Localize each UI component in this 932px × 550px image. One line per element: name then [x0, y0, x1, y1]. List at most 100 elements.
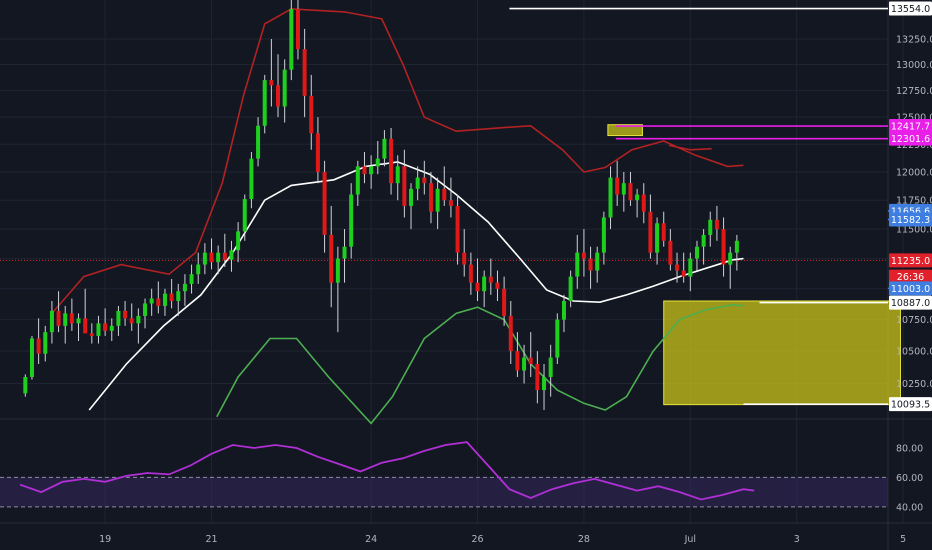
- candle-body: [123, 310, 128, 319]
- candle-body: [568, 276, 573, 301]
- price-tag: [889, 253, 932, 268]
- candle-body: [355, 166, 360, 195]
- candle-body: [402, 166, 407, 206]
- candle-body: [641, 194, 646, 212]
- highlight-zone: [663, 300, 901, 406]
- time-axis: 1921242628Jul3581012: [99, 534, 906, 545]
- candle-body: [56, 310, 61, 326]
- candle-body: [648, 211, 653, 253]
- candle-body: [109, 325, 114, 331]
- price-tag-label: 10887.0: [891, 298, 930, 309]
- rsi-tick-label: 80.00: [896, 443, 923, 454]
- candle-body: [176, 291, 181, 301]
- candle-body: [216, 252, 221, 263]
- candle-body: [595, 252, 600, 271]
- candle-body: [415, 177, 420, 189]
- candle-body: [69, 313, 74, 324]
- rsi-pane: [0, 441, 888, 508]
- candle-body: [462, 252, 467, 265]
- candle-body: [295, 8, 300, 50]
- candle-body: [694, 246, 699, 259]
- candle-body: [309, 95, 314, 134]
- bollinger-upper-line: [51, 8, 744, 314]
- price-tag: [889, 295, 932, 310]
- candle-body: [468, 264, 473, 283]
- candle-body: [588, 258, 593, 271]
- y-tick-label: 11500.0: [896, 225, 932, 236]
- candle-body: [242, 199, 247, 232]
- horizontal-levels: [0, 7, 914, 405]
- candle-body: [442, 188, 447, 201]
- candle-body: [209, 252, 214, 263]
- candle-body: [116, 310, 121, 326]
- candle-body: [329, 234, 334, 283]
- price-tag-label: 11656.6: [891, 206, 930, 217]
- y-tick-label: 10500.0: [896, 347, 932, 358]
- candle-body: [23, 376, 28, 394]
- candle-body: [615, 177, 620, 195]
- candle-body: [601, 217, 606, 253]
- candle-body: [136, 315, 141, 324]
- candle-body: [495, 282, 500, 289]
- price-tag: [889, 1, 932, 16]
- rsi-band: [0, 477, 888, 507]
- price-tag: [889, 397, 932, 412]
- candle-body: [675, 264, 680, 271]
- candle-body: [369, 166, 374, 175]
- candle-body: [535, 364, 540, 391]
- candle-body: [143, 303, 148, 316]
- candle-body: [661, 223, 666, 241]
- candle-body: [502, 288, 507, 316]
- candle-body: [561, 300, 566, 320]
- candle-body: [422, 177, 427, 184]
- candle-body: [455, 205, 460, 253]
- candle-body: [96, 323, 101, 336]
- price-tag-label: 12301.6: [891, 134, 930, 145]
- x-tick-label: 28: [578, 534, 590, 545]
- candle-body: [508, 315, 513, 352]
- candle-body: [222, 252, 227, 260]
- candle-body: [475, 282, 480, 292]
- candle-body: [302, 49, 307, 96]
- price-tag-label: 11582.3: [891, 215, 930, 226]
- rsi-tick-label: 60.00: [896, 473, 923, 484]
- candle-body: [382, 138, 387, 159]
- rsi-tick-label: 40.00: [896, 502, 923, 513]
- candle-body: [375, 158, 380, 167]
- candle-body: [229, 250, 234, 260]
- candle-body: [575, 252, 580, 277]
- candle-body: [83, 318, 88, 334]
- price-tag-label: 13554.0: [891, 4, 930, 15]
- candle-body: [169, 293, 174, 301]
- rsi-line: [19, 441, 755, 501]
- candle-body: [555, 319, 560, 358]
- bollinger-upper-line: [668, 144, 712, 151]
- price-tag-label: 12417.7: [891, 122, 930, 133]
- candle-body: [36, 338, 41, 354]
- candle-body: [289, 8, 294, 70]
- candle-body: [182, 283, 187, 292]
- candle-body: [435, 188, 440, 212]
- candle-body: [448, 200, 453, 206]
- candle-body: [162, 293, 167, 306]
- candle-body: [628, 183, 633, 201]
- candle-body: [389, 138, 394, 184]
- highlight-zone: [607, 124, 643, 137]
- candle-body: [76, 318, 81, 324]
- candle-body: [655, 223, 660, 253]
- candle-body: [621, 183, 626, 195]
- x-tick-label: 26: [471, 534, 483, 545]
- candle-body: [196, 264, 201, 275]
- candle-body: [315, 133, 320, 172]
- y-tick-label: 12000.0: [896, 167, 932, 178]
- candle-body: [269, 80, 274, 86]
- candle-body: [43, 332, 48, 354]
- x-tick-label: 5: [900, 534, 906, 545]
- candle-body: [542, 376, 547, 391]
- price-tag-label: 10093.5: [891, 400, 930, 411]
- price-tag: [889, 269, 932, 284]
- price-tag-label: 11003.0: [891, 284, 930, 295]
- candle-body: [256, 125, 261, 159]
- y-tick-label: 12500.0: [896, 113, 932, 124]
- candle-body: [276, 85, 281, 107]
